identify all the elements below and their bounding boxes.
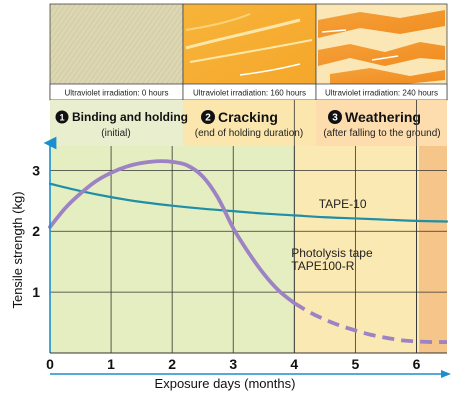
x-tick-label-6: 6	[413, 356, 421, 372]
stage-1-header: 1 Binding and holding (initial)	[55, 110, 188, 139]
stage-2-number: 2	[205, 113, 211, 124]
photo-caption-0: Ultraviolet irradiation: 0 hours	[64, 89, 168, 98]
stage-3-number: 3	[332, 113, 338, 124]
y-axis-label: Tensile strength (kg)	[10, 191, 25, 308]
x-tick-label-3: 3	[229, 356, 237, 372]
stage-1-number: 1	[59, 113, 64, 123]
stage-3-title: Weathering	[345, 109, 421, 125]
stage-bg-3	[419, 146, 447, 353]
series-line-2	[293, 301, 448, 344]
stage-2-title: Cracking	[218, 109, 278, 125]
photo-160-hours: Ultraviolet irradiation: 160 hours	[182, 3, 317, 101]
stage-3-subtitle: (after falling to the ground)	[323, 128, 440, 139]
photo-0-hours: Ultraviolet irradiation: 0 hours	[49, 3, 184, 101]
stage-3-header: 3 Weathering (after falling to the groun…	[323, 109, 440, 139]
photo-240-hours: Ultraviolet irradiation: 240 hours	[315, 3, 448, 101]
series-label-2: TAPE100-R	[291, 259, 354, 273]
photo-caption-160: Ultraviolet irradiation: 160 hours	[193, 89, 306, 98]
stage-backgrounds	[50, 146, 447, 353]
stage-2-subtitle: (end of holding duration)	[195, 128, 303, 139]
y-tick-label-3: 3	[32, 162, 40, 178]
x-tick-label-5: 5	[351, 356, 359, 372]
x-axis-label: Exposure days (months)	[155, 376, 296, 391]
series-label-1: Photolysis tape	[291, 246, 373, 260]
series	[48, 159, 449, 344]
y-tick-label-1: 1	[32, 284, 40, 300]
stage-bg-2	[296, 146, 419, 353]
x-tick-label-0: 0	[46, 356, 54, 372]
x-axis-arrowhead	[441, 370, 451, 378]
x-tick-label-2: 2	[168, 356, 176, 372]
stage-1-subtitle: (initial)	[101, 128, 130, 139]
series-line-0	[48, 182, 449, 223]
stage-bg-1	[50, 146, 296, 353]
x-tick-label-1: 1	[107, 356, 115, 372]
stage-1-title: Binding and holding	[72, 110, 188, 124]
photo-caption-240: Ultraviolet irradiation: 240 hours	[325, 89, 438, 98]
stage-2-header: 2 Cracking (end of holding duration)	[195, 109, 303, 139]
series-line-1	[48, 159, 297, 305]
x-tick-label-4: 4	[290, 356, 298, 372]
y-tick-label-2: 2	[32, 223, 40, 239]
series-label-0: TAPE-10	[319, 197, 367, 211]
photo-strip: Ultraviolet irradiation: 0 hours Ultravi…	[49, 3, 448, 101]
stage-headers: 1 Binding and holding (initial) 2 Cracki…	[50, 100, 447, 146]
axes: 0 1 2 3 4 5 6 1 2 3	[32, 136, 451, 378]
